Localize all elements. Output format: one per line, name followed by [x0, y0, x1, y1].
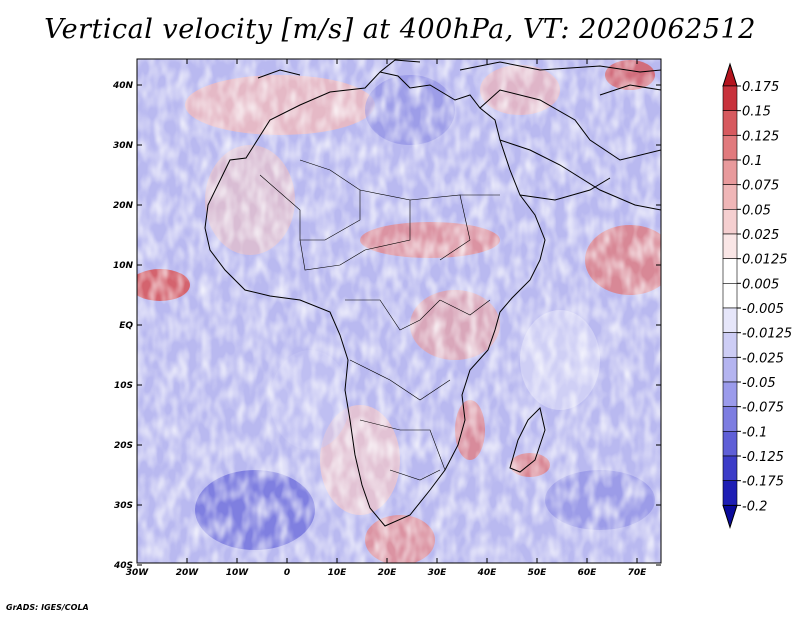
- colorbar-segment: [722, 135, 738, 161]
- lat-label: 30N: [113, 141, 134, 151]
- lat-label: EQ: [119, 321, 133, 331]
- colorbar-segment: [722, 159, 738, 185]
- colorbar-label: -0.2: [742, 499, 767, 514]
- lat-label: 20N: [113, 201, 134, 211]
- colorbar-segment: [722, 431, 738, 457]
- colorbar-segment: [722, 381, 738, 407]
- colorbar-segment: [722, 184, 738, 210]
- lon-label: 50E: [528, 568, 548, 578]
- colorbar: 0.175 0.15 0.125 0.1 0.075 0.05 0.025 0.0125 0.0…: [722, 62, 792, 529]
- colorbar-label: -0.075: [742, 401, 784, 416]
- colorbar-label: 0.1: [742, 154, 763, 169]
- colorbar-label: 0.025: [742, 228, 779, 243]
- lat-label: 30S: [114, 501, 133, 511]
- colorbar-label: 0.075: [742, 179, 779, 194]
- colorbar-segment: [722, 332, 738, 358]
- colorbar-label: 0.005: [742, 277, 779, 292]
- colorbar-label: 0.05: [742, 203, 771, 218]
- lon-label: 30W: [126, 568, 150, 578]
- colorbar-segment: [722, 209, 738, 235]
- colorbar-label: 0.175: [742, 80, 779, 95]
- coastlines: [204, 59, 661, 527]
- lon-label: 30E: [428, 568, 448, 578]
- plot-frame: [136, 58, 662, 564]
- colorbar-label: -0.025: [742, 351, 784, 366]
- lon-label: 20E: [378, 568, 398, 578]
- colorbar-label: -0.0125: [742, 327, 792, 342]
- lat-label: 10N: [113, 261, 134, 271]
- colorbar-label: -0.005: [742, 302, 784, 317]
- colorbar-segment: [722, 258, 738, 284]
- colorbar-label: -0.1: [742, 425, 767, 440]
- colorbar-label: -0.05: [742, 376, 776, 391]
- lon-label: 40E: [477, 568, 498, 578]
- lat-label: 40S: [113, 561, 133, 571]
- lon-label: 10W: [226, 568, 250, 578]
- lon-label: 20W: [176, 568, 200, 578]
- colorbar-segment: [722, 480, 738, 506]
- colorbar-label: -0.125: [742, 450, 784, 465]
- velocity-field: [137, 59, 661, 563]
- lat-label: 20S: [114, 441, 133, 451]
- colorbar-segment: [722, 283, 738, 309]
- colorbar-segment: [722, 233, 738, 259]
- chart-title: Vertical velocity [m/s] at 400hPa, VT: 2…: [44, 14, 756, 45]
- colorbar-segment: [722, 455, 738, 481]
- lon-label: 60E: [578, 568, 598, 578]
- colorbar-top-arrow: [722, 62, 738, 87]
- lon-label: 0: [284, 568, 290, 578]
- credit-label: GrADS: IGES/COLA: [6, 603, 89, 612]
- lat-label: 40N: [112, 81, 134, 91]
- colorbar-label: 0.0125: [742, 253, 788, 268]
- country-borders: [259, 159, 500, 481]
- colorbar-bottom-arrow: [722, 504, 738, 529]
- colorbar-label: -0.175: [742, 475, 784, 490]
- colorbar-segment: [722, 307, 738, 333]
- colorbar-segment: [722, 85, 738, 111]
- colorbar-segment: [722, 406, 738, 432]
- colorbar-segment: [722, 110, 738, 136]
- lon-label: 10E: [328, 568, 348, 578]
- colorbar-label: 0.125: [742, 129, 779, 144]
- lon-label: 70E: [628, 568, 648, 578]
- lat-label: 10S: [114, 381, 133, 391]
- colorbar-segment: [722, 357, 738, 383]
- colorbar-label: 0.15: [742, 105, 771, 120]
